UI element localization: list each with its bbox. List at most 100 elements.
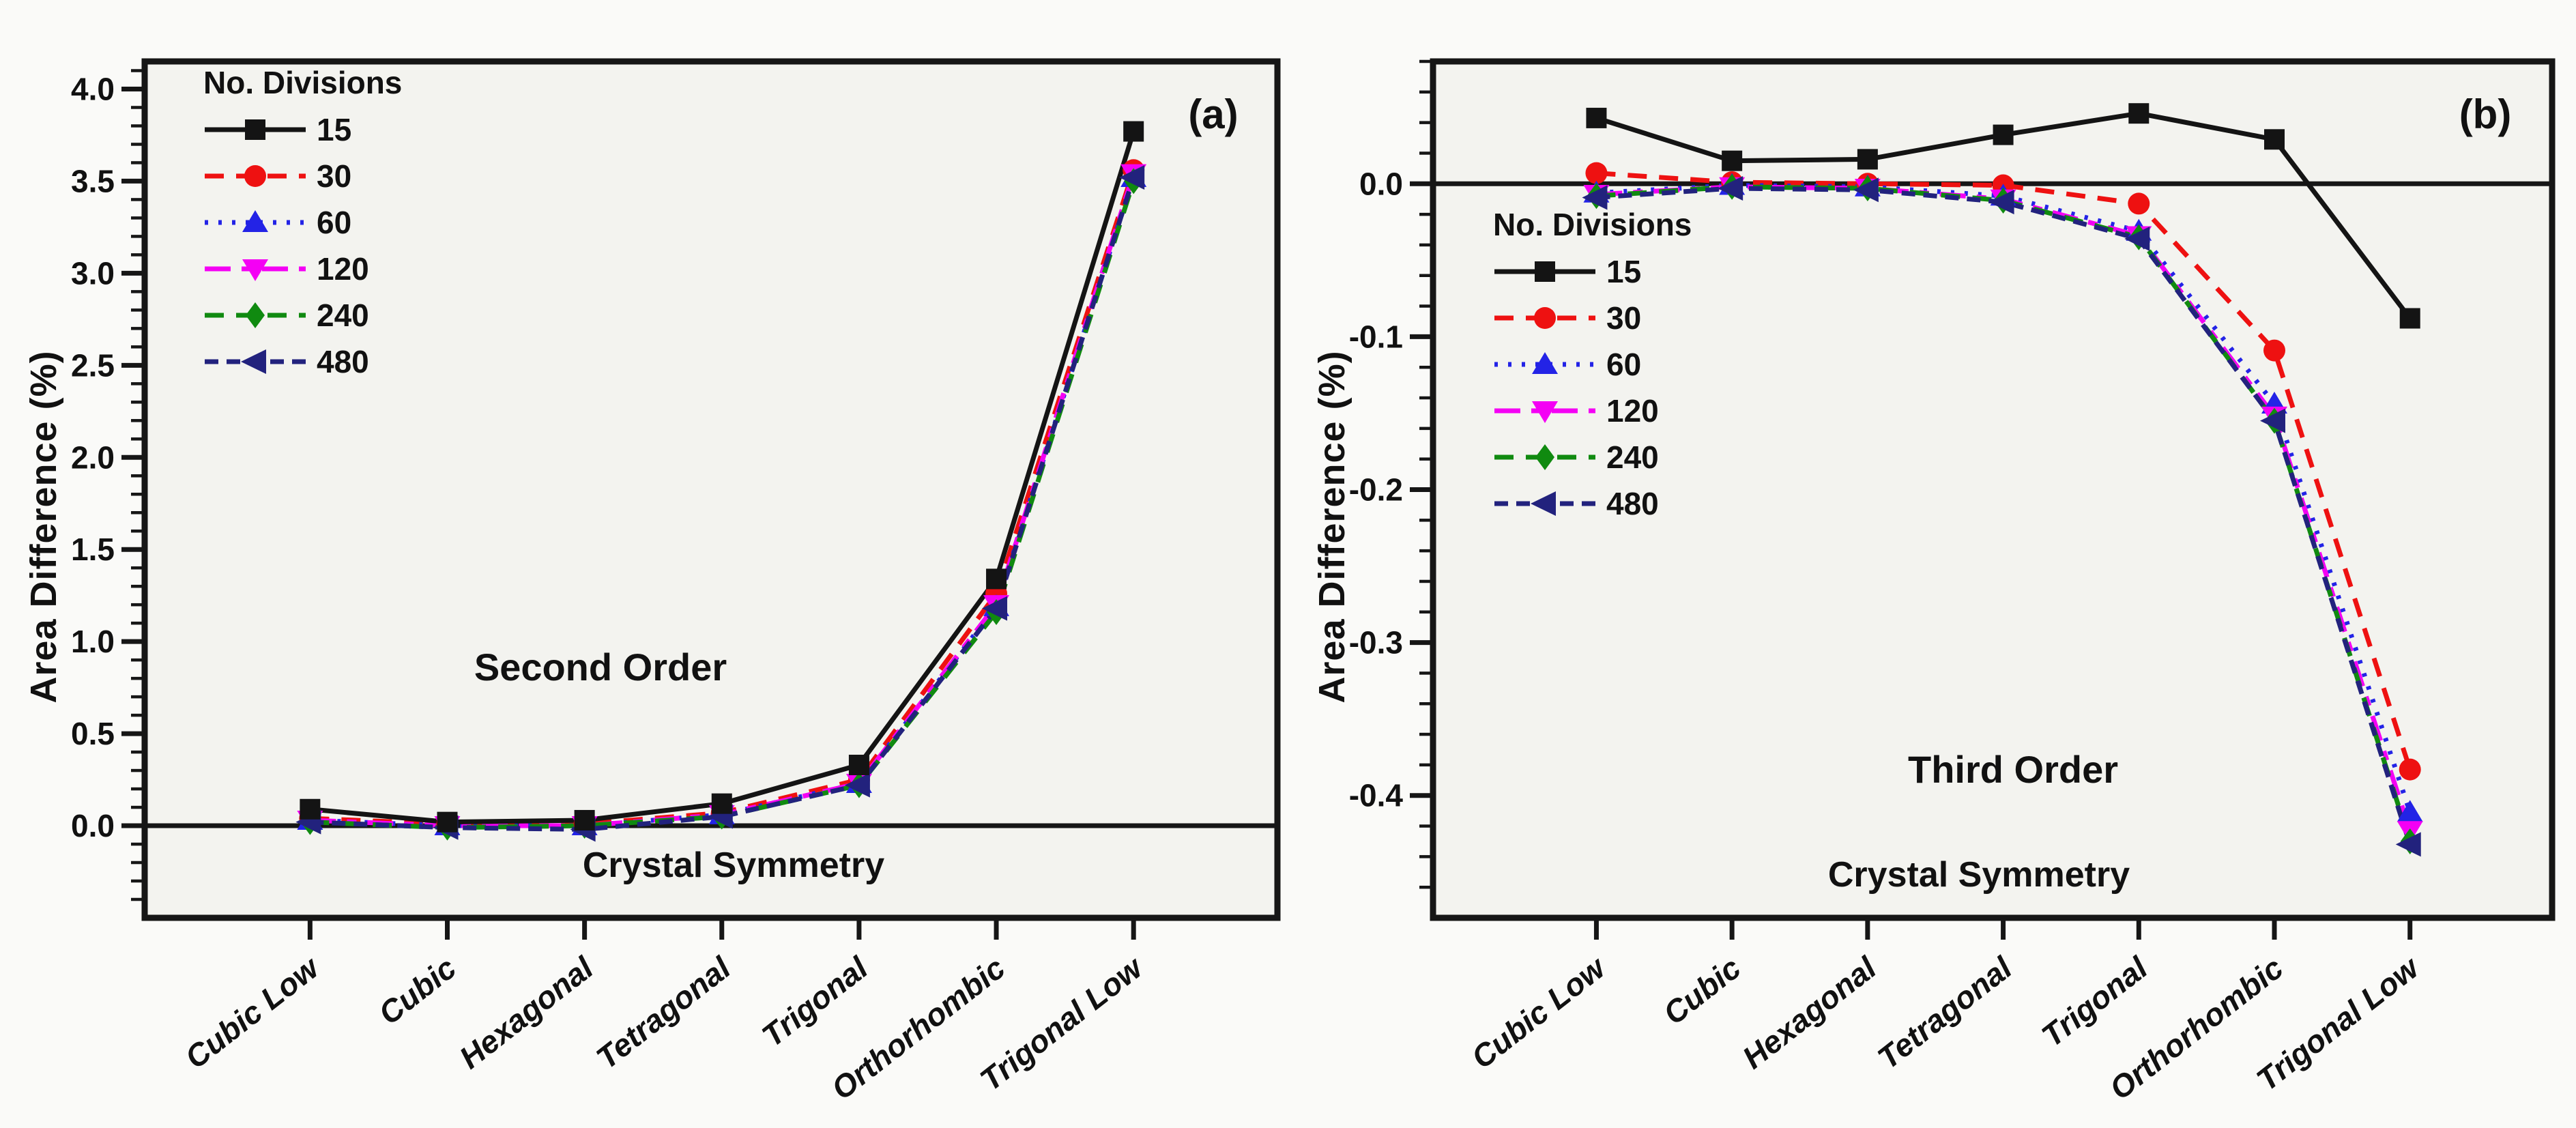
- legend-entry-label: 30: [1606, 300, 1641, 336]
- legend-entry-label: 120: [317, 251, 369, 287]
- chart-a-plot: 4.0 3.5 3.0 2.5 2.0 1.5 1.0 0.5 0.0 Cubic Low Cubi…: [71, 58, 1281, 1107]
- y-tick-label: 0.0: [1359, 166, 1403, 201]
- legend-entry-label: 60: [1606, 347, 1641, 382]
- marker-triangle-left: [1988, 190, 2014, 215]
- legend-entry-30: 30: [205, 158, 351, 194]
- y-tick-label: 3.5: [71, 163, 115, 199]
- marker-square: [711, 793, 732, 814]
- marker-circle: [244, 165, 266, 187]
- y-tick-label: 3.0: [71, 255, 115, 291]
- x-category-label: Trigonal: [755, 949, 875, 1054]
- marker-square: [245, 119, 265, 140]
- marker-square: [1123, 121, 1144, 142]
- marker-triangle-left: [2260, 408, 2286, 433]
- marker-square: [848, 754, 869, 775]
- legend-entry-60: 60: [1494, 347, 1641, 382]
- y-axis-title-a: Area Difference (%): [23, 350, 64, 704]
- legend-entry-120: 120: [1494, 393, 1659, 429]
- x-category-label: Tetragonal: [1871, 949, 2019, 1075]
- marker-triangle-up: [2397, 800, 2423, 822]
- legend-entry-label: 240: [1606, 439, 1659, 475]
- legend-entry-60: 60: [205, 205, 351, 240]
- y-tick-label: -0.3: [1349, 625, 1403, 661]
- marker-circle: [1585, 162, 1608, 184]
- marker-square: [2399, 308, 2420, 329]
- x-category-label: Trigonal: [2035, 949, 2154, 1054]
- marker-triangle-left: [2395, 832, 2421, 857]
- y-tick-label: 2.5: [71, 347, 115, 383]
- plot-frame: [141, 58, 1281, 921]
- series-markers-480: [1582, 176, 2421, 857]
- marker-square: [1722, 150, 1743, 171]
- legend-entry-240: 240: [1494, 439, 1659, 475]
- y-tick-label: 4.0: [71, 71, 115, 106]
- legend-entry-label: 15: [1606, 254, 1641, 289]
- marker-triangle-left: [241, 349, 266, 374]
- x-category-label: Hexagonal: [1736, 949, 1883, 1075]
- y-tick-label: -0.2: [1349, 472, 1403, 508]
- marker-square: [1586, 107, 1607, 128]
- legend-title-b: No. Divisions: [1493, 207, 1692, 242]
- order-annotation-b: Third Order: [1907, 748, 2119, 791]
- marker-triangle-left: [1853, 177, 1879, 203]
- legend-entry-480: 480: [205, 344, 369, 379]
- x-category-label: Cubic: [372, 950, 463, 1032]
- marker-triangle-left: [1718, 176, 1743, 201]
- marker-square: [300, 798, 321, 820]
- marker-triangle-left: [982, 596, 1008, 621]
- legend-entry-label: 480: [317, 344, 369, 379]
- y-tick-label: -0.1: [1349, 319, 1403, 354]
- series-markers-15: [1586, 103, 2420, 329]
- marker-square: [2264, 129, 2285, 150]
- chart-panel-b: 0.0 -0.1 -0.2 -0.3 -0.4 Cubic Low Cubic Hexagon…: [1290, 0, 2576, 1128]
- marker-triangle-down: [242, 259, 268, 281]
- y-tick-label: 0.5: [71, 716, 115, 751]
- y-axis-title-b: Area Difference (%): [1312, 350, 1352, 704]
- marker-circle: [2128, 192, 2150, 215]
- legend-entry-label: 240: [317, 298, 369, 333]
- marker-circle: [2263, 339, 2286, 362]
- y-tick-label: -0.4: [1349, 778, 1404, 813]
- legend-entry-label: 480: [1606, 486, 1659, 521]
- x-category-label: Tetragonal: [590, 949, 738, 1075]
- x-category-label: Cubic Low: [178, 949, 327, 1075]
- legend-entry-240: 240: [205, 298, 369, 333]
- marker-circle: [1534, 307, 1556, 329]
- marker-square: [437, 811, 458, 833]
- legend-title-a: No. Divisions: [203, 65, 403, 100]
- legend-entry-label: 120: [1606, 393, 1659, 429]
- y-tick-label: 2.0: [71, 439, 115, 475]
- x-category-label: Cubic Low: [1464, 949, 1613, 1075]
- marker-triangle-up: [1532, 352, 1558, 374]
- marker-triangle-up: [242, 210, 268, 232]
- y-tick-label: 1.5: [71, 532, 115, 567]
- marker-triangle-left: [844, 772, 870, 798]
- legend-entry-label: 60: [317, 205, 351, 240]
- marker-square: [1857, 149, 1878, 170]
- marker-square: [574, 809, 595, 830]
- marker-diamond: [1535, 444, 1554, 470]
- x-axis-title-a: Crystal Symmetry: [582, 845, 885, 885]
- marker-diamond: [246, 302, 265, 328]
- x-category-label: Cubic: [1657, 950, 1748, 1032]
- panel-tag-a: (a): [1188, 91, 1239, 137]
- legend-entry-label: 30: [317, 158, 351, 194]
- legend-entry-120: 120: [205, 251, 369, 287]
- chart-b-plot: 0.0 -0.1 -0.2 -0.3 -0.4 Cubic Low CubicHexagon…: [1349, 58, 2556, 1107]
- marker-square: [1993, 124, 2014, 145]
- legend-entry-15: 15: [1494, 254, 1641, 289]
- y-axis-ticks: [121, 69, 142, 901]
- y-axis-ticks: [1410, 59, 1430, 889]
- marker-square: [986, 568, 1007, 590]
- y-tick-label: 1.0: [71, 624, 115, 659]
- marker-triangle-down: [1532, 401, 1558, 423]
- marker-circle: [2399, 758, 2421, 781]
- order-annotation-a: Second Order: [474, 646, 727, 689]
- legend-entry-15: 15: [205, 112, 351, 147]
- marker-triangle-left: [1119, 165, 1145, 190]
- chart-panel-a: 4.0 3.5 3.0 2.5 2.0 1.5 1.0 0.5 0.0 Cubic Low Cubi…: [23, 58, 1281, 1107]
- marker-triangle-left: [2124, 226, 2150, 251]
- marker-square: [1535, 261, 1555, 282]
- legend-entry-30: 30: [1494, 300, 1641, 336]
